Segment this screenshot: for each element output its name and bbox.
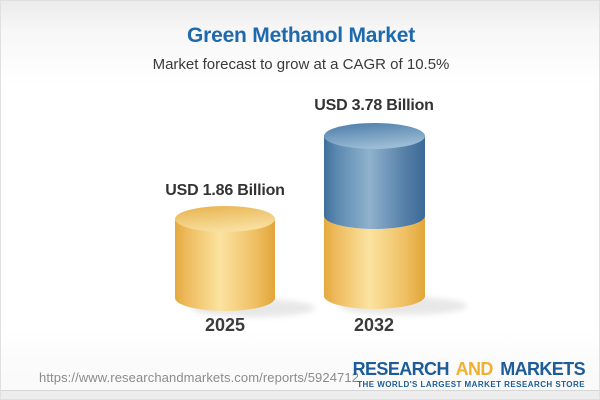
cylinder-2025-top bbox=[175, 206, 275, 232]
logo-wordmark: RESEARCH AND MARKETS bbox=[352, 359, 586, 379]
logo-word-and: AND bbox=[455, 359, 494, 379]
report-url: https://www.researchandmarkets.com/repor… bbox=[39, 370, 360, 385]
research-and-markets-logo: RESEARCH AND MARKETS THE WORLD'S LARGEST… bbox=[352, 359, 586, 389]
chart-subtitle: Market forecast to grow at a CAGR of 10.… bbox=[152, 56, 450, 73]
cylinder-bar-chart bbox=[175, 123, 467, 317]
cylinder-2032-blue-segment bbox=[324, 136, 425, 229]
bar-value-2032: USD 3.78 Billion bbox=[314, 97, 434, 114]
logo-word-markets: MARKETS bbox=[500, 359, 585, 379]
cylinder-2032-yellow-segment bbox=[324, 216, 425, 309]
cylinder-2025-body bbox=[175, 219, 275, 311]
bar-value-2025: USD 1.86 Billion bbox=[165, 182, 285, 199]
bar-year-2032: 2032 bbox=[353, 315, 395, 335]
chart-title: Green Methanol Market bbox=[186, 24, 416, 47]
logo-tagline: THE WORLD'S LARGEST MARKET RESEARCH STOR… bbox=[357, 380, 585, 389]
cylinder-2032-top bbox=[324, 123, 425, 149]
bottom-strip bbox=[1, 390, 599, 399]
cylinder-2025 bbox=[175, 206, 275, 311]
bar-year-2025: 2025 bbox=[204, 315, 246, 335]
cylinder-2032 bbox=[324, 123, 425, 309]
logo-word-research: RESEARCH bbox=[352, 359, 450, 379]
